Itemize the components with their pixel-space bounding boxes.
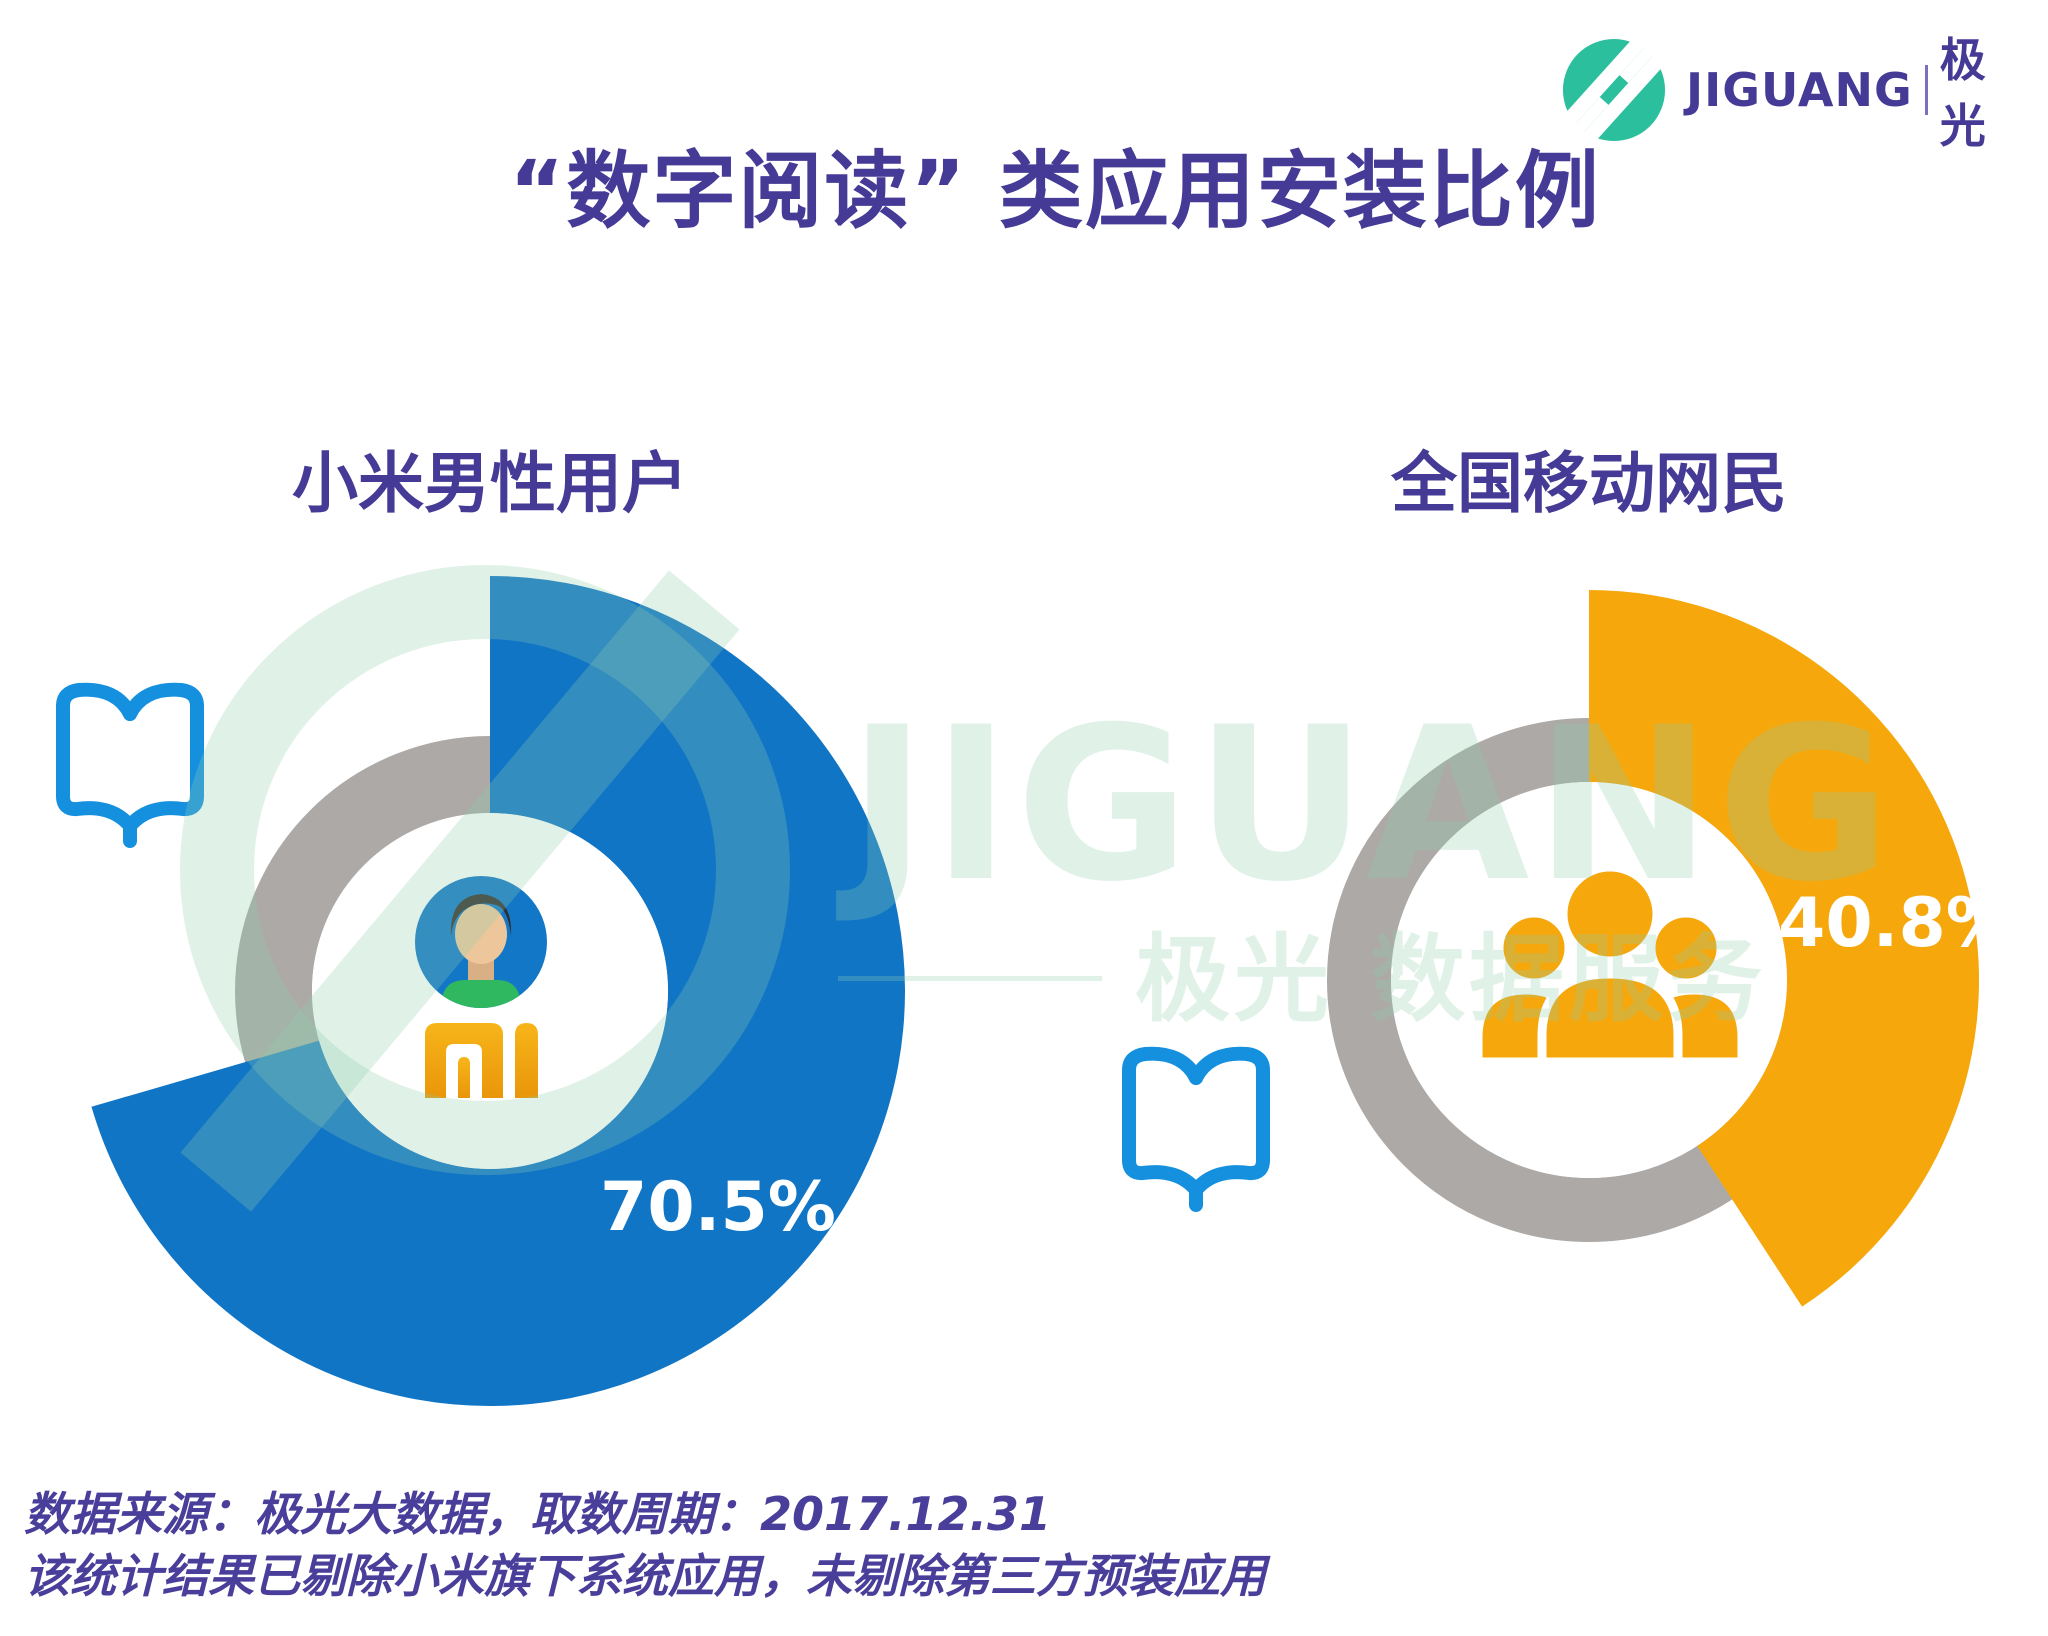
people-group-icon [1473,862,1747,1067]
page-title: “数字阅读” 类应用安装比例 [509,142,1601,240]
brand-divider [1924,65,1928,115]
jiguang-logo-icon [1560,35,1668,145]
data-source-note: 数据来源：极光大数据，取数周期：2017.12.31 [24,1487,1052,1541]
open-book-icon [56,682,204,848]
open-book-icon [1122,1046,1270,1212]
donut-chart-national-mobile-netizens [1122,590,1979,1307]
methodology-note: 该统计结果已剔除小米旗下系统应用，未剔除第三方预装应用 [24,1548,1266,1603]
value-label-national: 40.8% [1778,884,2014,963]
donut-chart-xiaomi-male-users [56,576,905,1407]
brand-name-latin: JIGUANG [1685,63,1913,117]
mi-logo-icon [425,1023,538,1098]
donut-segment-installed [1589,590,1979,1307]
donut-segment-installed [91,576,905,1407]
brand-name-cjk: 极光 [1939,33,1986,153]
male-avatar-icon [415,876,547,1008]
chart-label-xiaomi-male-users: 小米男性用户 [292,445,688,522]
footer-notes: 数据来源：极光大数据，取数周期：2017.12.31 该统计结果已剔除小米旗下系… [24,1484,1266,1607]
value-label-xiaomi: 70.5% [600,1168,836,1247]
chart-label-national-mobile-netizens: 全国移动网民 [1391,445,1787,522]
brand-header: JIGUANG 极光 [1560,30,2030,153]
